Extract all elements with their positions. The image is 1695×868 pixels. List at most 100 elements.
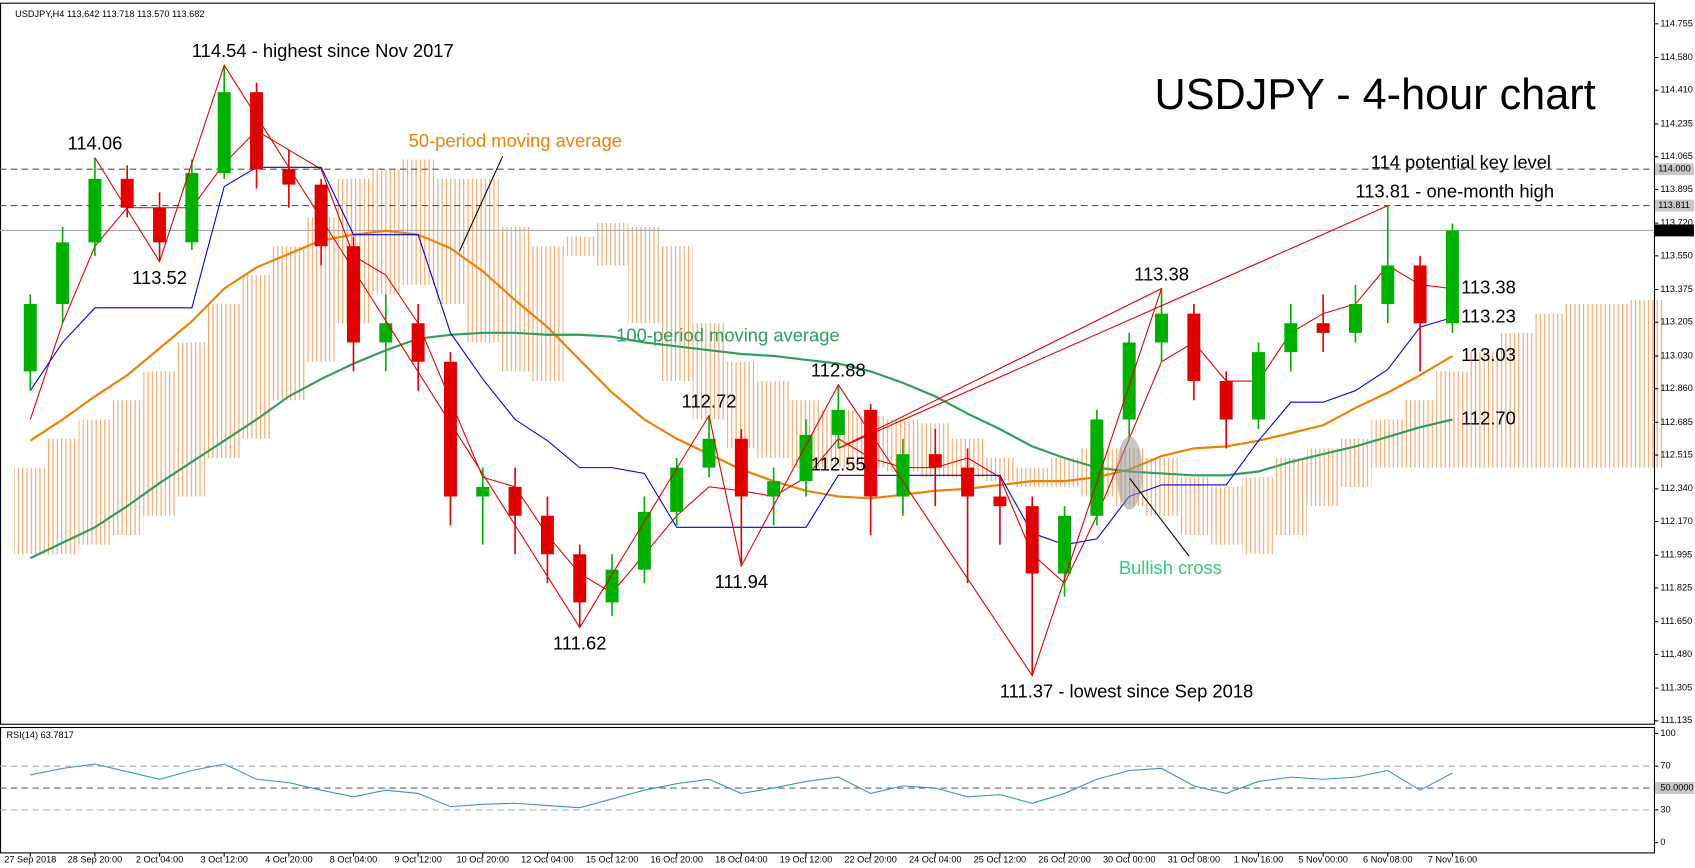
swing-label: 113.81 - one-month high [1355, 181, 1554, 202]
symbol-header: USDJPY,H4 113.642 113.718 113.570 113.68… [15, 9, 204, 19]
y-tick-label: 114.755 [1660, 18, 1692, 28]
y-tick-label: 114.580 [1660, 52, 1692, 62]
candle-body [411, 323, 425, 362]
end-label: 113.38 [1461, 276, 1516, 297]
candle-body [1413, 265, 1427, 324]
cloud [175, 342, 208, 497]
x-tick-label: 24 Oct 04:00 [909, 854, 962, 864]
candle-body [1122, 342, 1136, 420]
price-box-label: 114.000 [1658, 164, 1690, 174]
cloud [692, 323, 726, 420]
cloud [628, 226, 661, 324]
swing-label: 113.38 [1134, 263, 1189, 284]
x-tick-label: 6 Nov 08:00 [1363, 854, 1412, 864]
swing-label: 111.94 [715, 571, 768, 592]
x-tick-label: 12 Oct 04:00 [521, 854, 574, 864]
cloud [1597, 303, 1631, 468]
cloud [1145, 458, 1178, 516]
candle-body [185, 173, 199, 243]
y-tick-label: 111.305 [1660, 683, 1692, 693]
swing-label: 111.62 [553, 633, 606, 654]
y-tick-label: 112.515 [1660, 450, 1692, 460]
candle-body [250, 92, 264, 170]
rsi-panel [0, 726, 1656, 854]
candle-body [831, 409, 845, 435]
cloud [240, 275, 273, 439]
y-tick-label: 113.895 [1660, 184, 1692, 194]
candle-body [1187, 313, 1201, 381]
end-label: 113.23 [1461, 305, 1516, 326]
y-tick-label: 114.065 [1660, 151, 1692, 161]
cloud [1533, 313, 1566, 468]
cloud [143, 371, 176, 516]
swing-label: 112.72 [682, 391, 737, 412]
cross-highlight [1116, 436, 1143, 510]
cloud [1500, 332, 1534, 468]
candle-body [1058, 515, 1072, 574]
cloud [1403, 400, 1437, 468]
y-tick-label: 112.170 [1660, 516, 1692, 526]
cloud [1371, 419, 1404, 468]
candle-body [993, 496, 1007, 507]
x-tick-label: 2 Oct 04:00 [136, 854, 183, 864]
cross-leader [1129, 477, 1190, 557]
rsi-level-box [1655, 782, 1694, 794]
candle-body [282, 169, 296, 185]
cross-note: Bullish cross [1119, 557, 1222, 578]
x-tick-label: 31 Oct 08:00 [1168, 854, 1221, 864]
price-box [1655, 163, 1694, 176]
y-tick-label: 112.685 [1660, 417, 1692, 427]
candle-body [702, 438, 716, 468]
cloud [660, 246, 693, 381]
y-tick-label: 113.375 [1660, 284, 1692, 294]
y-tick-label: 114.410 [1660, 85, 1692, 95]
end-label: 113.03 [1461, 344, 1516, 365]
cloud [1016, 467, 1049, 487]
x-tick-label: 4 Oct 20:00 [265, 854, 312, 864]
candle-body [734, 438, 748, 497]
candle-body [508, 486, 522, 516]
candle-body [864, 409, 878, 497]
candle-body [314, 184, 328, 247]
candle-body [573, 554, 587, 603]
cloud [563, 236, 596, 256]
y-tick-label: 113.030 [1660, 350, 1692, 360]
candle-body [346, 246, 360, 343]
candle-body [153, 207, 167, 243]
cloud [757, 380, 790, 459]
y-tick-label: 113.550 [1660, 250, 1692, 260]
candle-body [1284, 323, 1298, 353]
zigzag [94, 63, 1388, 677]
cloud [595, 223, 629, 266]
rsi-header: RSI(14) 63.7817 [6, 730, 73, 740]
x-tick-label: 9 Oct 12:00 [394, 854, 441, 864]
key-level-note: 114 potential key level [1371, 152, 1551, 173]
x-tick-label: 10 Oct 20:00 [457, 854, 510, 864]
x-tick-label: 26 Oct 20:00 [1038, 854, 1091, 864]
price-box [1655, 224, 1694, 237]
swing-label: 114.06 [68, 133, 123, 154]
candle-body [1316, 323, 1330, 333]
candle-body [767, 481, 781, 497]
y-tick-label: 111.995 [1660, 550, 1692, 560]
cloud [207, 303, 241, 459]
candle-body [88, 178, 102, 243]
x-tick-label: 16 Oct 20:00 [650, 854, 703, 864]
candle-body [1445, 230, 1459, 324]
candle-body [1219, 380, 1233, 420]
y-tick-label: 113.720 [1660, 218, 1692, 228]
candle-body [928, 454, 942, 468]
x-tick-label: 30 Oct 00:00 [1103, 854, 1156, 864]
cloud [1209, 486, 1243, 545]
candle-body [379, 323, 393, 343]
cloud [1242, 477, 1275, 555]
candle-body [1252, 352, 1265, 420]
y-tick-label: 111.650 [1660, 616, 1692, 626]
indicator-line [29, 331, 1453, 560]
swing-label: 112.88 [811, 360, 866, 381]
cloud [531, 246, 564, 381]
candle-body [961, 467, 975, 497]
y-tick-label: 111.135 [1660, 715, 1692, 725]
cloud [272, 246, 305, 401]
candle-body [670, 467, 684, 512]
